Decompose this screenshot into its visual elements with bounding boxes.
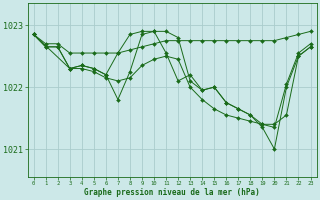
X-axis label: Graphe pression niveau de la mer (hPa): Graphe pression niveau de la mer (hPa) (84, 188, 260, 197)
